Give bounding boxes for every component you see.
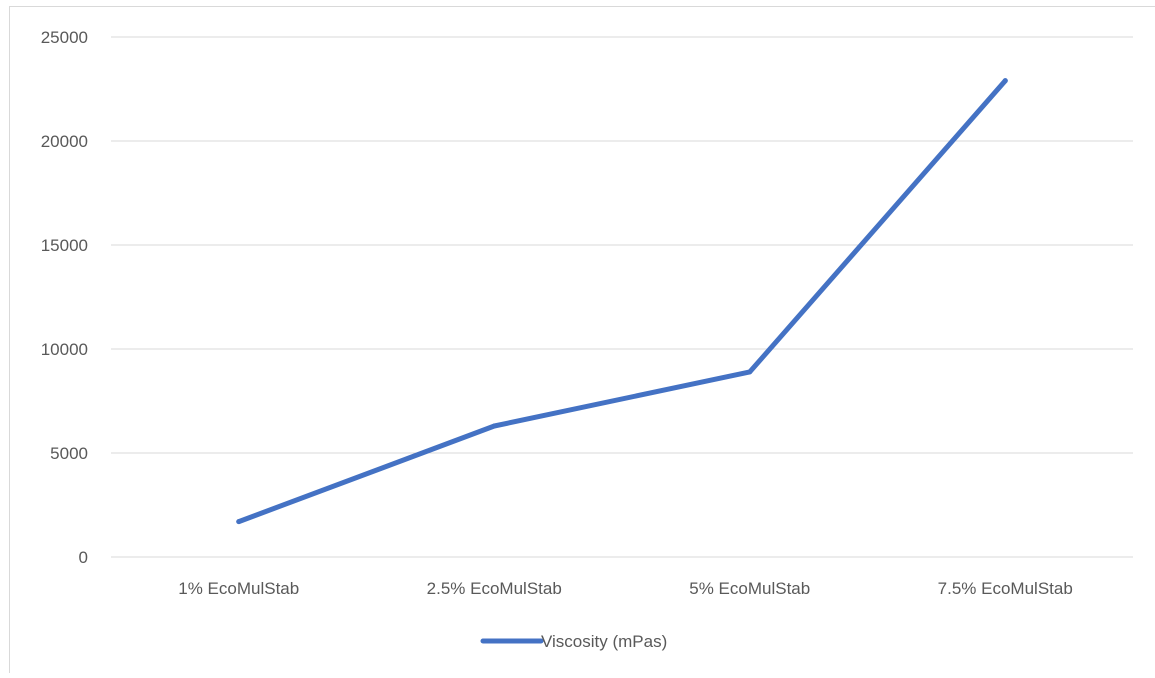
y-tick-label: 0 [79,548,88,567]
x-tick-label: 1% EcoMulStab [178,579,299,598]
data-point [491,423,497,429]
legend: Viscosity (mPas) [480,632,667,651]
y-tick-label: 5000 [50,444,88,463]
chart-border-left [9,6,10,673]
y-tick-label: 10000 [41,340,88,359]
data-point [1002,78,1008,84]
x-tick-label: 7.5% EcoMulStab [938,579,1073,598]
data-point [747,369,753,375]
gridlines [111,36,1133,558]
y-axis-tick-labels: 0 5000 10000 15000 20000 25000 [41,28,88,567]
series-line [236,78,1008,525]
x-axis-tick-labels: 1% EcoMulStab 2.5% EcoMulStab 5% EcoMulSta… [178,579,1073,598]
y-tick-label: 25000 [41,28,88,47]
x-tick-label: 2.5% EcoMulStab [427,579,562,598]
y-tick-label: 20000 [41,132,88,151]
y-tick-label: 15000 [41,236,88,255]
legend-label: Viscosity (mPas) [541,632,667,651]
chart-border-top [9,6,1155,7]
data-point [236,519,242,525]
x-tick-label: 5% EcoMulStab [689,579,810,598]
series-lines [236,78,1008,525]
